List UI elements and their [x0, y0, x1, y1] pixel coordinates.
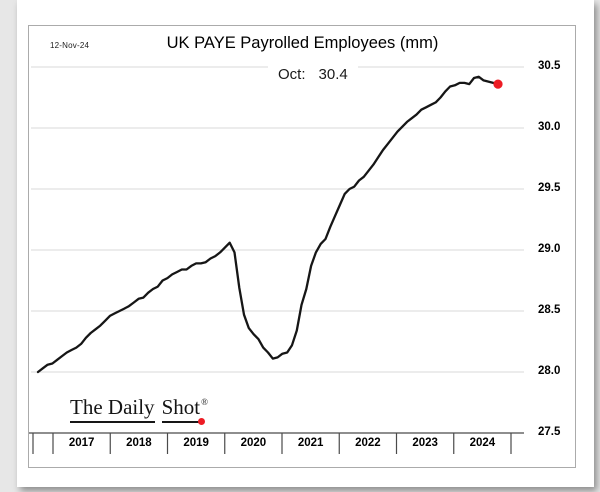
y-axis-label: 30.5	[538, 60, 561, 72]
employees-line	[36, 75, 500, 374]
y-axis-label: 30.0	[538, 121, 561, 133]
y-axis-label: 28.0	[538, 365, 561, 377]
logo-text-part2: Shot	[161, 395, 201, 419]
chart-title: UK PAYE Payrolled Employees (mm)	[166, 34, 439, 52]
x-axis-label: 2018	[126, 437, 152, 449]
annotation-value: 30.4	[318, 66, 348, 83]
x-axis-label: 2020	[240, 437, 267, 449]
logo-red-dot	[198, 418, 206, 425]
last-value-annotation: Oct: 30.4	[268, 64, 358, 85]
annotation-month-label: Oct:	[278, 66, 306, 83]
y-axis-label: 27.5	[538, 426, 561, 438]
y-axis-label: 29.5	[538, 182, 561, 194]
x-axis-label: 2021	[297, 437, 324, 449]
x-axis-label: 2022	[355, 437, 381, 449]
x-axis-label: 2017	[68, 437, 95, 449]
logo-text-part1: The Daily	[70, 395, 155, 423]
date-label: 12-Nov-24	[50, 41, 90, 50]
last-point-marker	[493, 79, 503, 89]
x-axis-label: 2019	[183, 437, 209, 449]
y-axis-label: 28.5	[538, 304, 561, 316]
daily-shot-logo: The Daily Shot ®	[70, 395, 208, 425]
plot-border	[28, 25, 576, 468]
registered-mark: ®	[201, 397, 208, 407]
y-axis-label: 29.0	[538, 243, 561, 255]
x-axis-label: 2024	[469, 437, 496, 449]
x-axis-label: 2023	[412, 437, 438, 449]
